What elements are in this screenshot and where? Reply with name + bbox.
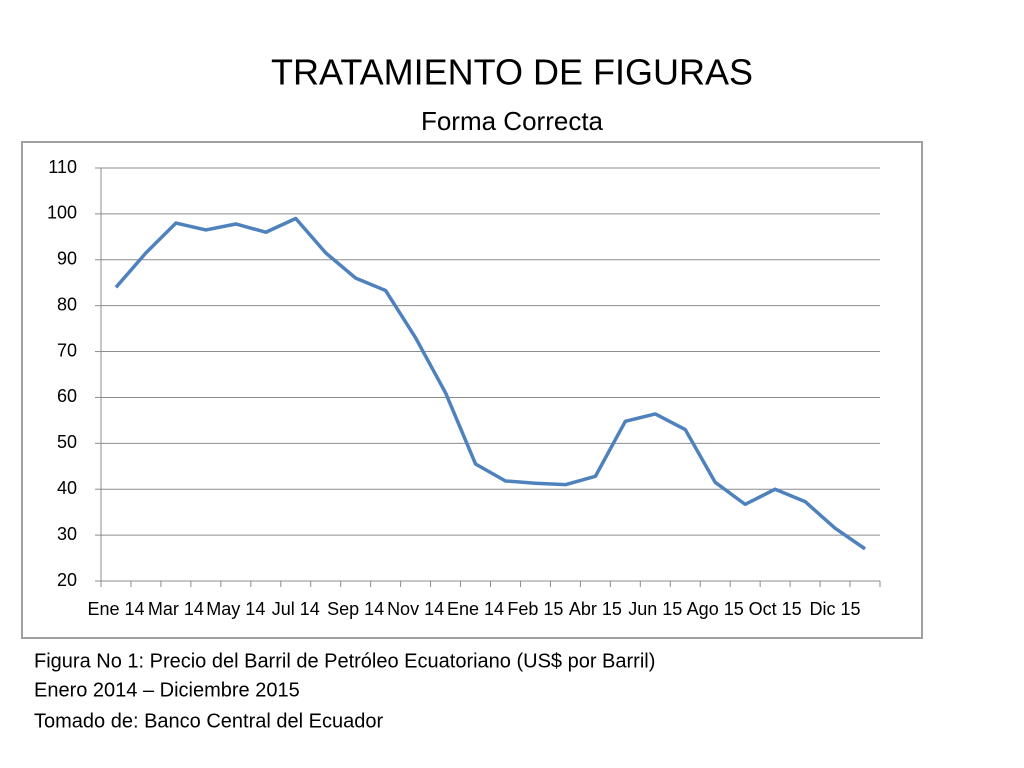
y-tick-label: 20 xyxy=(57,570,77,590)
y-tick-label: 30 xyxy=(57,524,77,544)
x-tick-label: Oct 15 xyxy=(749,599,802,619)
y-tick-label: 90 xyxy=(57,249,77,269)
y-tick-label: 110 xyxy=(48,157,77,177)
x-tick-label: Ene 14 xyxy=(447,599,504,619)
y-tick-label: 80 xyxy=(57,294,77,314)
caption-line: Tomado de: Banco Central del Ecuador xyxy=(34,710,383,732)
y-tick-label: 40 xyxy=(57,478,77,498)
x-tick-label: Dic 15 xyxy=(810,599,861,619)
chart-frame xyxy=(21,141,923,639)
x-tick-label: May 14 xyxy=(206,599,265,619)
caption-line: Enero 2014 – Diciembre 2015 xyxy=(34,679,300,701)
x-tick-label: Ago 15 xyxy=(687,599,744,619)
slide-subtitle: Forma Correcta xyxy=(421,106,604,136)
x-tick-label: Feb 15 xyxy=(507,599,563,619)
x-tick-label: Ene 14 xyxy=(87,599,144,619)
y-tick-label: 70 xyxy=(57,340,77,360)
y-tick-label: 60 xyxy=(57,386,77,406)
slide-title: TRATAMIENTO DE FIGURAS xyxy=(271,52,753,93)
caption-line: Figura No 1: Precio del Barril de Petról… xyxy=(34,650,655,672)
x-tick-label: Nov 14 xyxy=(387,599,444,619)
x-tick-label: Abr 15 xyxy=(569,599,622,619)
x-tick-label: Sep 14 xyxy=(327,599,384,619)
data-line xyxy=(114,216,867,551)
x-tick-label: Jun 15 xyxy=(628,599,682,619)
y-tick-label: 100 xyxy=(47,203,77,223)
x-tick-label: Mar 14 xyxy=(148,599,204,619)
x-tick-label: Jul 14 xyxy=(272,599,320,619)
y-tick-label: 50 xyxy=(57,432,77,452)
